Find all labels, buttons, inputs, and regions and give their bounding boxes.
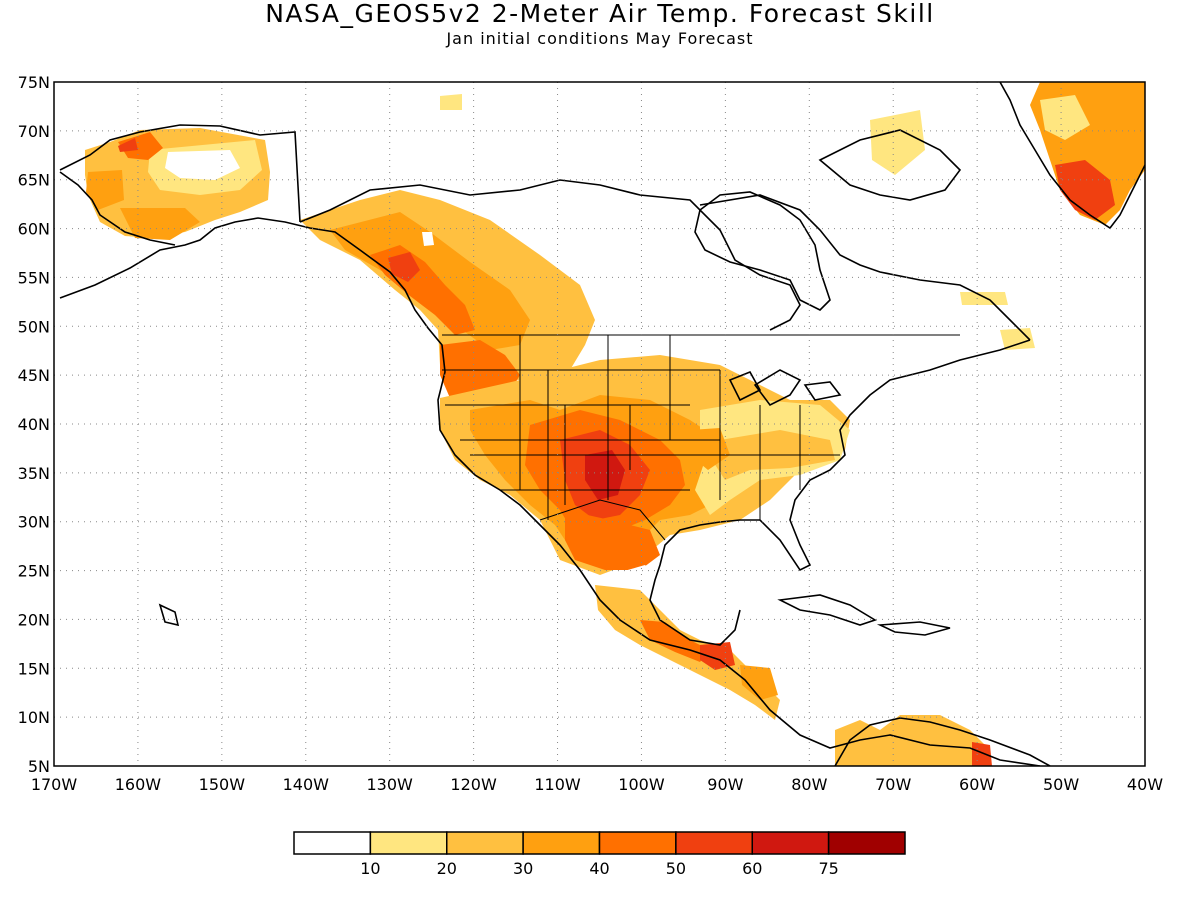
lat-tick-label: 70N bbox=[18, 122, 50, 141]
lon-tick-label: 140W bbox=[283, 775, 330, 794]
bc-peak-shading bbox=[388, 252, 420, 282]
colorbar-label: 30 bbox=[513, 859, 533, 878]
map-frame bbox=[53, 81, 1146, 767]
lon-tick-label: 100W bbox=[618, 775, 665, 794]
skill-shading bbox=[85, 82, 1145, 766]
colorbar-swatch bbox=[675, 831, 753, 855]
gridlines bbox=[54, 82, 1145, 766]
lat-tick-label: 40N bbox=[18, 415, 50, 434]
colorbar-swatch bbox=[522, 831, 601, 855]
lat-tick-label: 75N bbox=[18, 73, 50, 92]
colorbar-label: 50 bbox=[666, 859, 686, 878]
lat-axis-labels: 75N 70N 65N 60N 55N 50N 45N 40N 35N 30N 25N 20N 15N 1… bbox=[18, 73, 50, 776]
lon-tick-label: 130W bbox=[367, 775, 414, 794]
colorbar-label: 20 bbox=[437, 859, 457, 878]
alaska-south-shading bbox=[120, 208, 200, 240]
lon-tick-label: 40W bbox=[1127, 775, 1163, 794]
venezuela-core-shading bbox=[972, 742, 992, 766]
lat-tick-label: 10N bbox=[18, 708, 50, 727]
map-title: NASA_GEOS5v2 2-Meter Air Temp. Forecast … bbox=[265, 0, 935, 28]
colorbar-swatch bbox=[369, 831, 448, 855]
lat-tick-label: 60N bbox=[18, 220, 50, 239]
nova-scotia-shading bbox=[1000, 328, 1035, 350]
alaska-white-shading bbox=[165, 150, 240, 180]
colorbar-swatch bbox=[293, 831, 372, 855]
lon-tick-label: 110W bbox=[534, 775, 581, 794]
political-borders bbox=[442, 334, 960, 541]
lon-axis-labels: 170W 160W 150W 140W 130W 120W 110W 100W 90W 80W 70… bbox=[31, 775, 1163, 794]
lat-tick-label: 45N bbox=[18, 366, 50, 385]
coastlines bbox=[59, 82, 1145, 766]
lat-tick-label: 65N bbox=[18, 171, 50, 190]
lat-tick-label: 50N bbox=[18, 317, 50, 336]
honduras-shading bbox=[740, 665, 778, 700]
colorbar-label: 10 bbox=[360, 859, 380, 878]
alaska-nw-core-shading bbox=[118, 138, 138, 152]
lon-tick-label: 50W bbox=[1043, 775, 1079, 794]
lat-tick-label: 15N bbox=[18, 659, 50, 678]
north-mexico-shading bbox=[565, 510, 660, 570]
colorbar-label: 40 bbox=[589, 859, 609, 878]
colorbar-swatch bbox=[827, 831, 906, 855]
colorbar: 10 20 30 40 50 60 75 bbox=[293, 831, 906, 878]
lon-tick-label: 70W bbox=[875, 775, 911, 794]
guatemala-shading bbox=[700, 642, 735, 670]
ellesmere-shading bbox=[440, 94, 462, 110]
lon-tick-label: 60W bbox=[959, 775, 995, 794]
lat-tick-label: 20N bbox=[18, 610, 50, 629]
lon-tick-label: 80W bbox=[791, 775, 827, 794]
greenland-south-shading bbox=[1055, 160, 1115, 220]
lat-tick-label: 55N bbox=[18, 268, 50, 287]
colorbar-swatch bbox=[751, 831, 830, 855]
lon-tick-label: 90W bbox=[707, 775, 743, 794]
alaska-nw-shading bbox=[118, 132, 163, 160]
lat-tick-label: 35N bbox=[18, 464, 50, 483]
lon-tick-label: 120W bbox=[450, 775, 497, 794]
lon-tick-label: 170W bbox=[31, 775, 78, 794]
pnw-white-shading bbox=[422, 232, 434, 246]
colorbar-label: 75 bbox=[818, 859, 838, 878]
lat-tick-label: 25N bbox=[18, 562, 50, 581]
lat-tick-label: 5N bbox=[28, 757, 50, 776]
new-mexico-peak-shading bbox=[585, 450, 625, 500]
baffin-shading bbox=[870, 110, 925, 175]
lon-tick-label: 150W bbox=[199, 775, 246, 794]
colorbar-label: 60 bbox=[742, 859, 762, 878]
labrador-shading bbox=[960, 292, 1008, 305]
colorbar-swatch bbox=[446, 831, 524, 855]
lat-tick-label: 30N bbox=[18, 513, 50, 532]
greenland-light-shading bbox=[1040, 95, 1090, 140]
map-subtitle: Jan initial conditions May Forecast bbox=[446, 29, 754, 48]
lon-tick-label: 160W bbox=[115, 775, 162, 794]
colorbar-swatch bbox=[598, 831, 677, 855]
